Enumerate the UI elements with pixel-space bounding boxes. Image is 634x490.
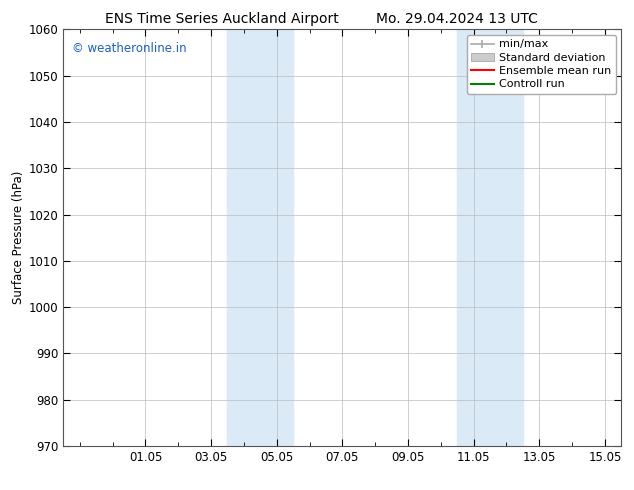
Text: © weatheronline.in: © weatheronline.in — [72, 42, 186, 55]
Text: Mo. 29.04.2024 13 UTC: Mo. 29.04.2024 13 UTC — [375, 12, 538, 26]
Legend: min/max, Standard deviation, Ensemble mean run, Controll run: min/max, Standard deviation, Ensemble me… — [467, 35, 616, 94]
Y-axis label: Surface Pressure (hPa): Surface Pressure (hPa) — [11, 171, 25, 304]
Bar — [228, 29, 261, 446]
Bar — [490, 29, 523, 446]
Bar — [261, 29, 293, 446]
Bar — [457, 29, 490, 446]
Text: ENS Time Series Auckland Airport: ENS Time Series Auckland Airport — [105, 12, 339, 26]
